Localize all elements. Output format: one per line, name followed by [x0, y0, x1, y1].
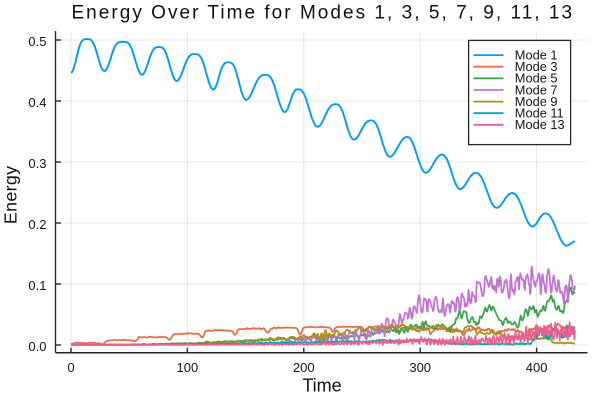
svg-text:0: 0	[67, 360, 74, 375]
svg-text:0.3: 0.3	[28, 156, 46, 171]
svg-text:Mode 7: Mode 7	[515, 82, 558, 97]
svg-text:0.0: 0.0	[28, 339, 46, 354]
svg-text:0.5: 0.5	[28, 34, 46, 49]
svg-text:Mode 5: Mode 5	[515, 71, 558, 86]
svg-text:Mode 3: Mode 3	[515, 59, 558, 74]
svg-text:0.4: 0.4	[28, 95, 46, 110]
svg-text:200: 200	[293, 360, 315, 375]
svg-text:Time: Time	[302, 376, 341, 396]
svg-text:Energy Over Time for Modes 1,: Energy Over Time for Modes 1, 3, 5, 7, 9…	[71, 2, 574, 23]
svg-text:Mode 1: Mode 1	[515, 47, 558, 62]
svg-text:100: 100	[177, 360, 199, 375]
svg-text:0.2: 0.2	[28, 217, 46, 232]
svg-text:Mode 13: Mode 13	[515, 117, 565, 132]
svg-text:Mode 11: Mode 11	[515, 106, 564, 121]
svg-text:Mode 9: Mode 9	[515, 94, 558, 109]
svg-text:300: 300	[409, 360, 431, 375]
svg-text:400: 400	[526, 360, 548, 375]
svg-text:0.1: 0.1	[28, 278, 46, 293]
svg-text:Energy: Energy	[0, 166, 20, 224]
